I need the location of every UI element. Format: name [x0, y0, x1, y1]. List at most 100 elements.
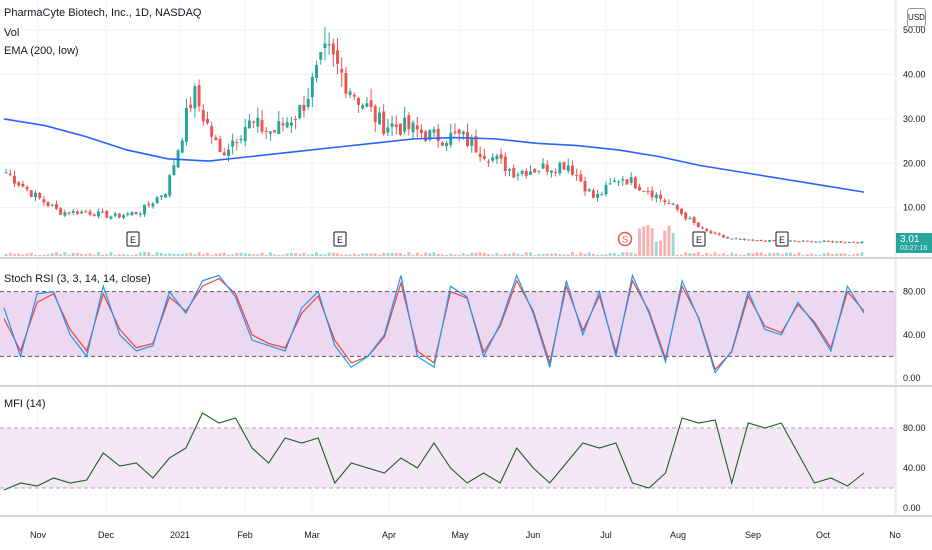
volume-bar	[80, 253, 84, 256]
x-tick-label: Jun	[526, 530, 541, 540]
volume-bar	[612, 253, 616, 256]
candle-body	[638, 186, 642, 191]
volume-bar	[340, 254, 344, 256]
candle-body	[260, 119, 264, 132]
volume-bar	[579, 252, 583, 256]
candle-body	[453, 131, 457, 134]
candle-body	[25, 186, 29, 190]
volume-bar	[726, 254, 730, 256]
candle-body	[277, 121, 281, 135]
candle-body	[445, 143, 449, 147]
candle-body	[8, 173, 12, 175]
volume-bar	[772, 253, 776, 256]
volume-bar	[88, 253, 92, 256]
candle-body	[440, 142, 444, 146]
volume-bar	[285, 253, 289, 256]
volume-bar	[256, 254, 260, 256]
candle-body	[709, 231, 713, 234]
mfi-tick-label: 40.00	[903, 463, 926, 473]
volume-bar	[638, 228, 642, 256]
candle-body	[742, 238, 746, 240]
volume-bar	[734, 253, 738, 256]
volume-bar	[117, 254, 121, 256]
volume-bar	[398, 253, 402, 256]
stoch-tick-label: 80.00	[903, 287, 926, 297]
volume-bar	[826, 252, 830, 256]
volume-bar	[617, 254, 621, 256]
volume-bar	[84, 253, 88, 256]
volume-bar	[545, 253, 549, 256]
candle-body	[520, 170, 524, 174]
volume-bar	[533, 254, 537, 256]
candle-body	[738, 238, 742, 240]
candle-body	[659, 194, 663, 199]
candle-body	[134, 212, 138, 215]
candle-body	[75, 211, 79, 215]
candle-body	[466, 132, 470, 146]
candle-body	[394, 124, 398, 128]
volume-bar	[403, 254, 407, 256]
candle-body	[759, 239, 763, 242]
currency-button[interactable]: USD	[907, 8, 926, 27]
candle-body	[315, 64, 319, 79]
candle-body	[373, 105, 377, 123]
volume-bar	[390, 252, 394, 256]
candle-body	[591, 190, 595, 198]
mfi-legend[interactable]: MFI (14)	[4, 398, 46, 410]
candle-body	[570, 165, 574, 175]
volume-bar	[814, 254, 818, 256]
volume-bar	[801, 254, 805, 256]
volume-legend[interactable]: Vol	[4, 27, 20, 39]
candle-body	[109, 216, 113, 219]
candle-body	[654, 194, 658, 199]
ema-legend[interactable]: EMA (200, low)	[4, 45, 79, 57]
symbol-title[interactable]: PharmaCyte Biotech, Inc., 1D, NASDAQ	[4, 7, 202, 19]
candle-body	[117, 213, 121, 218]
candle-body	[717, 233, 721, 235]
volume-bars	[4, 225, 864, 256]
candle-body	[29, 190, 33, 197]
volume-bar	[831, 254, 835, 256]
volume-bar	[189, 252, 193, 256]
volume-bar	[239, 252, 243, 256]
volume-bar	[302, 252, 306, 256]
candle-body	[789, 240, 793, 242]
volume-bar	[159, 252, 163, 256]
volume-bar	[126, 254, 130, 256]
volume-bar	[482, 252, 486, 256]
volume-bar	[428, 253, 432, 256]
candle-body	[180, 140, 184, 153]
volume-bar	[243, 253, 247, 256]
volume-bar	[696, 252, 700, 256]
volume-bar	[38, 254, 42, 256]
candle-body	[860, 241, 864, 244]
volume-bar	[629, 252, 633, 256]
candle-body	[524, 171, 528, 176]
volume-bar	[688, 253, 692, 256]
volume-bar	[352, 253, 356, 256]
volume-bar	[365, 253, 369, 256]
candle-body	[273, 130, 277, 133]
volume-bar	[654, 241, 658, 256]
volume-bar	[147, 252, 151, 256]
volume-bar	[747, 252, 751, 256]
volume-bar	[709, 254, 713, 256]
candle-body	[474, 136, 478, 153]
axes: 10.00 20.00 30.00 40.00 50.00 0.00 40.00 80.00 0…	[30, 25, 926, 540]
stoch-rsi-legend[interactable]: Stoch RSI (3, 3, 14, 14, close)	[4, 273, 151, 285]
volume-bar	[843, 253, 847, 256]
candle-body	[516, 174, 520, 176]
volume-bar	[185, 253, 188, 256]
candle-body	[239, 138, 243, 141]
candle-body	[71, 210, 75, 213]
volume-bar	[776, 252, 780, 256]
volume-bar	[633, 253, 637, 256]
volume-bar	[348, 254, 352, 256]
candle-body	[235, 142, 239, 144]
earnings-marker-label: E	[696, 235, 702, 245]
volume-bar	[281, 254, 285, 256]
volume-bar	[71, 252, 75, 256]
candle-body	[675, 205, 679, 210]
candle-body	[646, 191, 650, 193]
